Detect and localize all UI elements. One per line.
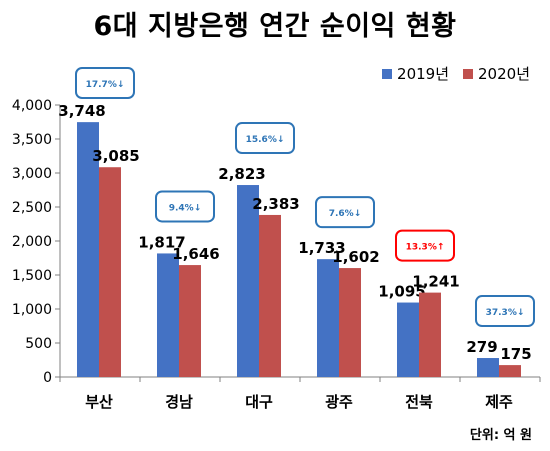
y-tick-label: 3,000 (12, 166, 52, 182)
data-label-2019: 1,817 (138, 233, 185, 251)
bar-2019 (237, 185, 259, 377)
unit-note: 단위: 억 원 (469, 428, 532, 443)
legend-item-2019: 2019년 (382, 63, 449, 84)
category-label: 전북 (405, 393, 433, 411)
chart-title: 6대 지방은행 연간 순이익 현황 (93, 11, 457, 42)
y-tick-label: 0 (43, 370, 52, 386)
legend-label-2020: 2020년 (478, 65, 530, 83)
category-label: 광주 (325, 393, 353, 411)
change-box (475, 295, 535, 328)
bar-2020 (419, 292, 441, 377)
bar-2020 (499, 365, 521, 377)
bar-2020 (339, 268, 361, 377)
category-label: 부산 (85, 393, 113, 411)
y-tick-label: 500 (25, 336, 52, 352)
legend-label-2019: 2019년 (397, 65, 450, 83)
change-box (315, 196, 375, 229)
data-label-2020: 175 (500, 345, 531, 363)
data-label-2020: 2,383 (252, 195, 299, 213)
bar-2019 (317, 259, 339, 377)
bar-2020 (179, 265, 201, 377)
bar-2019 (477, 358, 499, 377)
change-box (75, 67, 135, 99)
change-box (155, 190, 215, 223)
category-label: 경남 (165, 393, 193, 411)
data-label-2020: 1,241 (412, 273, 459, 291)
legend-swatch-2020 (463, 68, 474, 79)
bar-2020 (259, 214, 281, 377)
category-label: 제주 (485, 393, 513, 411)
legend: 2019년 2020년 (382, 63, 530, 84)
y-tick-label: 1,000 (12, 302, 52, 318)
data-label-2020: 1,646 (172, 245, 219, 263)
y-tick-label: 3,500 (12, 132, 52, 148)
change-label: 37.3%↓ (486, 308, 525, 318)
bar-2019 (77, 122, 99, 377)
data-label-2019: 2,823 (218, 165, 265, 183)
data-label-2019: 1,095 (378, 283, 425, 301)
change-label: 7.6%↓ (329, 209, 362, 219)
legend-swatch-2019 (382, 68, 393, 79)
y-tick-label: 2,000 (12, 234, 52, 250)
change-label: 15.6%↓ (246, 135, 285, 145)
change-label: 17.7%↓ (86, 80, 125, 90)
change-box (395, 229, 455, 262)
change-label: 13.3%↑ (406, 243, 445, 253)
legend-item-2020: 2020년 (463, 63, 530, 84)
data-label-2019: 279 (466, 338, 497, 356)
data-label-2020: 3,085 (92, 147, 139, 165)
data-label-2019: 3,748 (58, 102, 105, 120)
y-tick-label: 4,000 (12, 98, 52, 114)
bar-2019 (397, 302, 419, 377)
change-label: 9.4%↓ (169, 203, 202, 213)
category-label: 대구 (245, 393, 273, 411)
bar-2020 (99, 167, 121, 377)
y-tick-label: 2,500 (12, 200, 52, 216)
data-label-2020: 1,602 (332, 248, 379, 266)
bar-2019 (157, 253, 179, 377)
change-box (235, 122, 295, 155)
y-tick-label: 1,500 (12, 268, 52, 284)
data-label-2019: 1,733 (298, 239, 345, 257)
